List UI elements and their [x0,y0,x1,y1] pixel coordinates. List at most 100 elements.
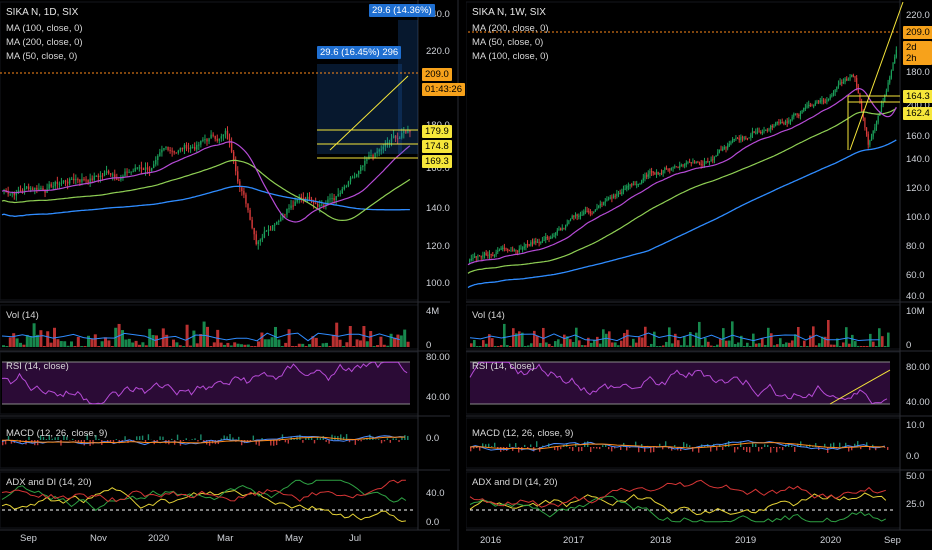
left-candle-body [317,203,319,207]
right-macd-hist [791,445,793,447]
left-measure-label-1[interactable]: 29.6 (16.45%) 296 [317,46,402,59]
right-candle-body [652,171,654,173]
left-candle-body [280,217,282,222]
right-volume-bar [683,336,686,347]
right-candle-body [738,138,740,140]
right-candle-body [497,250,499,252]
left-volume-bar [172,339,175,347]
left-macd-hist [124,436,126,440]
right-study-ma100[interactable]: MA (100, close, 0) [472,51,549,62]
right-volume-bar [698,321,701,347]
right-volume-bar [617,345,620,347]
right-candle-body [834,89,836,93]
right-candle-body [773,125,775,128]
left-candle-body [251,219,253,228]
left-adx-title[interactable]: ADX and DI (14, 20) [6,477,92,488]
left-candle-body [11,192,13,194]
left-candle-body [300,197,302,199]
left-macd-hist [208,440,211,446]
right-rsi-band [470,362,890,404]
right-candle-body [498,249,501,251]
left-study-ma100[interactable]: MA (100, close, 0) [6,23,83,34]
right-vol-tick: 0 [906,340,912,351]
right-candle-body [492,255,494,257]
left-candle-body [235,161,237,172]
left-rsi-title[interactable]: RSI (14, close) [6,361,69,372]
right-candle-body [579,214,582,217]
left-measure-label-2[interactable]: 29.6 (14.36%) [369,4,435,17]
left-candle-body [314,203,317,205]
right-macd-hist [743,447,745,450]
right-rsi-title[interactable]: RSI (14, close) [472,361,535,372]
right-macd-hist [752,442,754,447]
right-macd-hist [476,447,478,449]
right-study-ma200[interactable]: MA (200, close, 0) [472,23,549,34]
left-macd-hist [398,440,400,443]
left-macd-hist [136,436,138,440]
right-macd-hist [692,447,694,452]
left-volume-bar [124,339,128,347]
right-adx-line-2 [469,479,886,508]
right-vol-title[interactable]: Vol (14) [472,310,505,321]
left-macd-tick: 0.0 [426,433,440,444]
left-candle-body [62,180,65,183]
right-volume-bar [848,343,851,347]
right-macd-hist [515,443,517,447]
left-adx-tick: 0.0 [426,517,440,528]
right-candle-body [679,165,681,169]
left-vol-tick: 4M [426,306,440,317]
left-candle-body [109,173,112,175]
right-macd-hist [656,447,658,448]
left-macd-hist [156,440,158,443]
right-candle-body [588,211,590,213]
right-candle-body [743,137,745,139]
left-volume-bar [328,346,332,347]
right-macd-hist [629,447,631,448]
right-macd-hist [776,447,778,453]
left-candle-body [214,135,216,139]
right-adx-title[interactable]: ADX and DI (14, 20) [472,477,558,488]
left-candle-body [249,210,251,220]
right-volume-bar [749,346,752,347]
left-study-ma200[interactable]: MA (200, close, 0) [6,37,83,48]
left-volume-bar [223,344,226,347]
left-macd-hist [203,440,205,442]
left-candle-body [351,177,354,179]
right-volume-bar [881,336,884,347]
right-price-tick: 120.0 [906,183,930,194]
right-candle-body [660,173,663,175]
left-macd-title[interactable]: MACD (12, 26, close, 9) [6,428,108,439]
right-volume-bar [731,321,734,347]
left-candle-body [159,152,161,156]
right-volume-bar [743,346,746,347]
right-macd-title[interactable]: MACD (12, 26, close, 9) [472,428,574,439]
left-ma-badge-1: 179.9 [422,125,452,138]
left-macd-hist [63,434,65,440]
left-candle-body [394,135,397,139]
right-adx-tick: 50.0 [906,471,925,482]
right-volume-bar [566,336,569,347]
right-study-ma50[interactable]: MA (50, close, 0) [472,37,544,48]
left-candle-body [99,175,102,178]
right-macd-hist [599,447,601,450]
right-macd-hist [683,442,685,447]
right-price-tick: 100.0 [906,212,930,223]
right-candle-body [611,197,613,199]
left-candle-body [388,142,391,144]
right-candle-body [862,111,864,118]
left-candle-body [263,231,266,238]
right-macd-hist [578,447,580,452]
right-candle-body [670,168,673,170]
left-volume-bar [15,338,19,347]
left-candle-body [210,134,212,139]
left-volume-bar [325,342,328,347]
right-volume-bar [554,341,557,347]
left-vol-title[interactable]: Vol (14) [6,310,39,321]
right-volume-bar [521,332,524,347]
left-macd-hist [7,436,10,440]
left-macd-hist [182,440,185,441]
right-candle-body [589,212,591,214]
left-macd-hist [354,440,357,445]
left-study-ma50[interactable]: MA (50, close, 0) [6,51,78,62]
